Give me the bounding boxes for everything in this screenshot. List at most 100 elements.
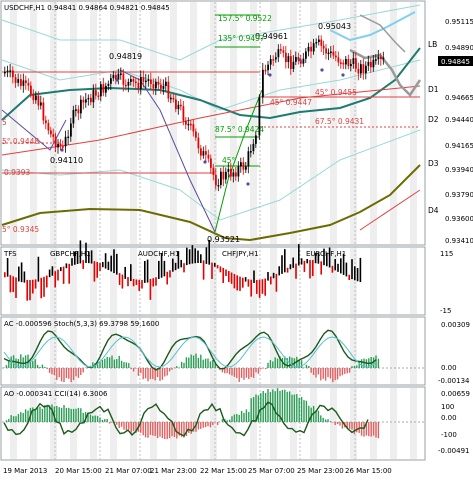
high-label-2: 0.94961 <box>255 32 288 41</box>
tfs-panel[interactable] <box>0 246 426 316</box>
tfs-bar <box>138 279 140 291</box>
candle-body <box>367 61 370 66</box>
ac-tick: -0.00134 <box>438 377 470 385</box>
candle-body <box>14 77 17 83</box>
session-stripe <box>230 248 237 314</box>
time-tick: 20 Mar 15:00 <box>55 467 102 475</box>
tfs-bar <box>320 261 322 275</box>
tfs-bar <box>71 258 73 266</box>
session-stripe <box>370 248 377 314</box>
candle-body <box>50 130 52 135</box>
session-stripe <box>230 318 237 384</box>
candle-body <box>175 99 177 110</box>
candle-body <box>185 120 187 125</box>
level-d4: D4 <box>428 206 439 215</box>
fractal-marker <box>298 58 302 62</box>
tfs-bar <box>244 277 247 282</box>
candle-body <box>272 59 275 61</box>
session-stripe <box>330 2 337 244</box>
price-axis[interactable]: 0.95115 0.94890 0.94665 0.94440 0.94165 … <box>438 18 473 245</box>
session-stripe <box>10 318 17 384</box>
tfs-bar <box>166 271 168 285</box>
tfs-bar <box>48 269 51 278</box>
tfs-bar <box>267 272 269 281</box>
candle-body <box>52 134 55 137</box>
tfs-bar <box>183 263 185 273</box>
time-tick: 22 Mar 15:00 <box>200 467 247 475</box>
tfs-bar <box>62 266 65 284</box>
candle-body <box>245 166 247 170</box>
tfs-bar <box>340 258 342 274</box>
session-stripe <box>410 388 417 459</box>
tfs-bar <box>9 275 12 293</box>
tfs-bar <box>337 263 339 272</box>
gann-label-left-2: 0.9393 <box>4 168 30 177</box>
session-stripe <box>170 318 177 384</box>
main-title: USDCHF,H1 0.94841 0.94864 0.94821 0.9484… <box>4 4 170 12</box>
candle-body <box>205 151 207 155</box>
candle-body <box>182 106 185 121</box>
ao-cci-panel[interactable] <box>0 386 426 461</box>
tfs-bar <box>130 264 132 282</box>
session-stripe <box>190 318 197 384</box>
tfs-bar <box>264 278 266 296</box>
candle-body <box>77 109 80 114</box>
candle-body <box>162 85 165 89</box>
candle-body <box>300 60 302 64</box>
tfs-bar <box>295 263 297 279</box>
tfs-bars <box>4 239 362 301</box>
price-candles <box>4 35 385 192</box>
candle-body <box>62 146 64 148</box>
tfs-bar <box>102 262 104 268</box>
tfs-bar <box>222 267 224 283</box>
tfs-symbol-eurchf: EURCHF,H1 <box>306 250 346 258</box>
session-stripe <box>290 318 297 384</box>
session-stripe <box>210 318 217 384</box>
ac-stoch-panel[interactable] <box>0 316 426 386</box>
candle-body <box>32 94 35 101</box>
session-stripe <box>310 248 317 314</box>
session-stripe <box>290 2 297 244</box>
session-stripe <box>330 388 337 459</box>
candle-body <box>285 52 287 63</box>
ma-olive <box>1 164 421 242</box>
candle-body <box>207 154 210 159</box>
price-tick: 0.93790 <box>445 191 473 199</box>
session-stripe <box>410 248 417 314</box>
session-stripe <box>110 248 117 314</box>
time-axis[interactable]: 19 Mar 2013 20 Mar 15:00 21 Mar 07:00 21… <box>3 467 392 475</box>
candle-body <box>190 123 192 126</box>
candle-body <box>247 151 250 167</box>
tfs-bar <box>118 273 121 285</box>
tfs-bar <box>298 244 300 266</box>
candle-body <box>377 56 380 60</box>
candle-body <box>12 70 14 78</box>
ac-axis: 0.00309 0.00 -0.00134 <box>438 321 470 385</box>
tfs-bar <box>317 252 320 264</box>
candle-body <box>290 56 292 69</box>
tfs-bar <box>261 279 264 294</box>
time-tick: 21 Mar 07:00 <box>105 467 152 475</box>
candle-body <box>315 42 318 44</box>
time-tick: 26 Mar 15:00 <box>345 467 392 475</box>
ac-tick: 0.00309 <box>441 321 470 329</box>
candle-body <box>362 64 365 74</box>
forecast-gray <box>349 48 422 97</box>
candle-body <box>212 167 215 175</box>
ao-tick: -100 <box>441 431 457 439</box>
tfs-bar <box>107 261 110 270</box>
session-stripe <box>90 248 97 314</box>
tfs-axis: 115 -15 <box>440 250 453 315</box>
candle-body <box>305 51 307 59</box>
time-tick: 25 Mar 07:00 <box>248 467 295 475</box>
candle-body <box>110 78 112 84</box>
session-stripe <box>230 2 237 244</box>
tfs-bar <box>174 262 177 271</box>
candle-body <box>180 104 182 107</box>
candle-body <box>280 49 282 51</box>
session-stripe <box>350 388 357 459</box>
main-price-panel[interactable] <box>0 0 426 246</box>
tfs-bar <box>309 260 311 279</box>
